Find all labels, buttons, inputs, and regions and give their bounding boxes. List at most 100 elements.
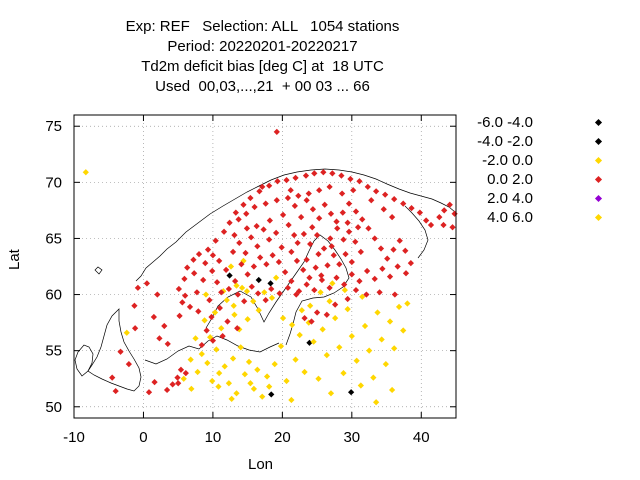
data-point-series-3 bbox=[195, 251, 203, 258]
data-point-series-3 bbox=[339, 209, 346, 216]
data-point-series-2 bbox=[344, 306, 351, 313]
data-point-series-3 bbox=[364, 183, 371, 190]
data-point-series-2 bbox=[336, 344, 343, 351]
x-tick-label: 20 bbox=[274, 429, 291, 446]
data-point-series-3 bbox=[376, 289, 383, 296]
data-point-series-2 bbox=[395, 303, 403, 311]
data-point-series-3 bbox=[220, 228, 228, 235]
data-point-series-2 bbox=[370, 374, 377, 381]
data-point-series-2 bbox=[82, 169, 89, 176]
data-point-series-3 bbox=[109, 374, 116, 381]
data-point-series-2 bbox=[348, 332, 355, 340]
data-point-series-3 bbox=[269, 252, 276, 259]
data-point-series-3 bbox=[326, 183, 333, 190]
data-point-series-3 bbox=[240, 201, 247, 208]
data-point-series-3 bbox=[262, 200, 269, 207]
data-point-series-3 bbox=[348, 271, 355, 278]
data-point-series-2 bbox=[404, 300, 411, 307]
data-point-series-2 bbox=[332, 315, 339, 322]
data-point-series-3 bbox=[209, 267, 216, 275]
data-point-series-3 bbox=[396, 237, 403, 244]
legend-label: -4.0 -2.0 bbox=[477, 133, 533, 150]
data-point-series-2 bbox=[366, 347, 373, 354]
data-point-series-3 bbox=[368, 197, 375, 204]
data-point-series-3 bbox=[402, 247, 409, 254]
data-point-series-3 bbox=[161, 322, 168, 330]
legend-entry: 0.0 2.0 bbox=[470, 171, 605, 190]
data-point-series-3 bbox=[278, 244, 285, 251]
data-point-series-3 bbox=[333, 274, 340, 281]
data-point-series-3 bbox=[416, 209, 423, 216]
data-point-series-2 bbox=[301, 368, 308, 376]
legend-entry: -6.0 -4.0 bbox=[470, 114, 605, 133]
data-point-series-2 bbox=[231, 311, 238, 318]
data-point-series-3 bbox=[363, 291, 370, 298]
data-point-series-3 bbox=[216, 304, 223, 312]
data-point-series-2 bbox=[288, 396, 295, 404]
data-point-series-3 bbox=[309, 206, 317, 213]
data-point-series-3 bbox=[273, 197, 280, 204]
title-line-used: Used 00,03,...,21 + 00 03 ... 66 bbox=[155, 78, 370, 95]
data-point-series-3 bbox=[181, 275, 188, 282]
data-point-series-3 bbox=[315, 251, 322, 258]
data-point-series-3 bbox=[291, 202, 298, 210]
data-point-series-2 bbox=[201, 317, 208, 324]
data-point-series-3 bbox=[266, 217, 273, 224]
data-point-series-3 bbox=[229, 248, 237, 256]
data-point-series-3 bbox=[318, 272, 325, 279]
data-point-series-2 bbox=[378, 336, 385, 343]
data-point-series-3 bbox=[312, 264, 319, 271]
data-point-series-3 bbox=[254, 290, 262, 297]
data-point-series-3 bbox=[449, 224, 456, 231]
data-point-series-3 bbox=[284, 194, 292, 202]
data-point-series-3 bbox=[248, 283, 255, 290]
data-point-series-3 bbox=[365, 225, 372, 232]
data-point-series-3 bbox=[274, 178, 281, 185]
y-tick-label: 55 bbox=[45, 343, 62, 360]
data-point-series-2 bbox=[373, 399, 380, 406]
data-point-series-1 bbox=[255, 276, 262, 284]
data-point-series-3 bbox=[232, 209, 239, 216]
data-point-series-2 bbox=[388, 386, 396, 394]
x-tick-label: 40 bbox=[413, 429, 430, 446]
axis-ticks: -10 0 10 20 30 40 50 55 60 65 70 75 bbox=[45, 115, 456, 446]
data-point-series-3 bbox=[241, 298, 248, 305]
data-point-series-3 bbox=[145, 389, 153, 396]
data-point-series-3 bbox=[151, 378, 158, 386]
data-point-series-2 bbox=[225, 380, 232, 387]
data-point-series-2 bbox=[296, 331, 303, 339]
data-point-series-3 bbox=[301, 315, 308, 322]
data-point-series-3 bbox=[388, 214, 396, 221]
data-point-series-3 bbox=[391, 196, 398, 203]
data-point-series-2 bbox=[250, 385, 257, 392]
data-point-series-3 bbox=[305, 190, 312, 197]
data-point-series-3 bbox=[273, 128, 280, 135]
data-point-series-3 bbox=[190, 256, 197, 263]
data-point-series-2 bbox=[317, 289, 324, 296]
data-point-series-3 bbox=[125, 361, 132, 368]
data-point-series-2 bbox=[273, 274, 280, 281]
data-point-series-2 bbox=[266, 383, 273, 390]
data-point-series-3 bbox=[225, 285, 232, 293]
data-point-series-3 bbox=[298, 214, 305, 221]
data-point-series-2 bbox=[382, 361, 389, 368]
data-point-series-2 bbox=[237, 344, 244, 351]
data-point-series-3 bbox=[356, 277, 363, 285]
data-point-series-3 bbox=[295, 192, 302, 199]
data-point-series-2 bbox=[198, 350, 205, 358]
data-point-series-3 bbox=[182, 292, 189, 299]
legend-entry: 4.0 6.0 bbox=[470, 209, 605, 228]
y-tick-label: 65 bbox=[45, 230, 62, 247]
data-point-series-2 bbox=[209, 377, 216, 385]
data-point-series-3 bbox=[350, 187, 357, 194]
data-point-series-3 bbox=[250, 263, 257, 270]
data-point-series-3 bbox=[321, 201, 328, 208]
data-point-series-3 bbox=[195, 308, 202, 315]
data-point-series-2 bbox=[279, 315, 287, 322]
data-point-series-2 bbox=[327, 390, 335, 397]
data-point-series-3 bbox=[219, 332, 226, 340]
data-point-series-3 bbox=[313, 231, 321, 239]
data-point-series-3 bbox=[285, 221, 292, 229]
data-point-series-3 bbox=[209, 252, 217, 259]
data-point-series-3 bbox=[243, 225, 251, 232]
